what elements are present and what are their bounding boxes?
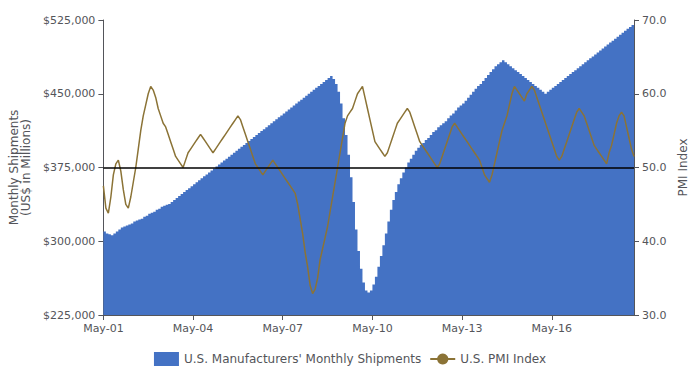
svg-text:May-01: May-01	[83, 322, 124, 335]
svg-text:$525,000: $525,000	[43, 14, 96, 27]
svg-text:$300,000: $300,000	[43, 235, 96, 248]
svg-text:(US$ in Millions): (US$ in Millions)	[19, 119, 33, 216]
svg-text:30.0: 30.0	[642, 309, 667, 322]
svg-text:May-10: May-10	[352, 322, 393, 335]
svg-text:May-04: May-04	[173, 322, 214, 335]
svg-text:60.0: 60.0	[642, 87, 667, 100]
svg-text:U.S. PMI Index: U.S. PMI Index	[460, 352, 546, 366]
svg-text:Monthly Shipments: Monthly Shipments	[7, 109, 21, 226]
svg-text:70.0: 70.0	[642, 14, 667, 27]
svg-text:50.0: 50.0	[642, 161, 667, 174]
svg-text:May-07: May-07	[262, 322, 303, 335]
svg-text:U.S. Manufacturers' Monthly Sh: U.S. Manufacturers' Monthly Shipments	[184, 352, 421, 366]
svg-text:$450,000: $450,000	[43, 87, 96, 100]
svg-text:$375,000: $375,000	[43, 161, 96, 174]
svg-text:May-16: May-16	[532, 322, 573, 335]
svg-text:$225,000: $225,000	[43, 309, 96, 322]
svg-text:40.0: 40.0	[642, 235, 667, 248]
svg-text:May-13: May-13	[442, 322, 483, 335]
svg-text:PMI Index: PMI Index	[676, 139, 690, 197]
